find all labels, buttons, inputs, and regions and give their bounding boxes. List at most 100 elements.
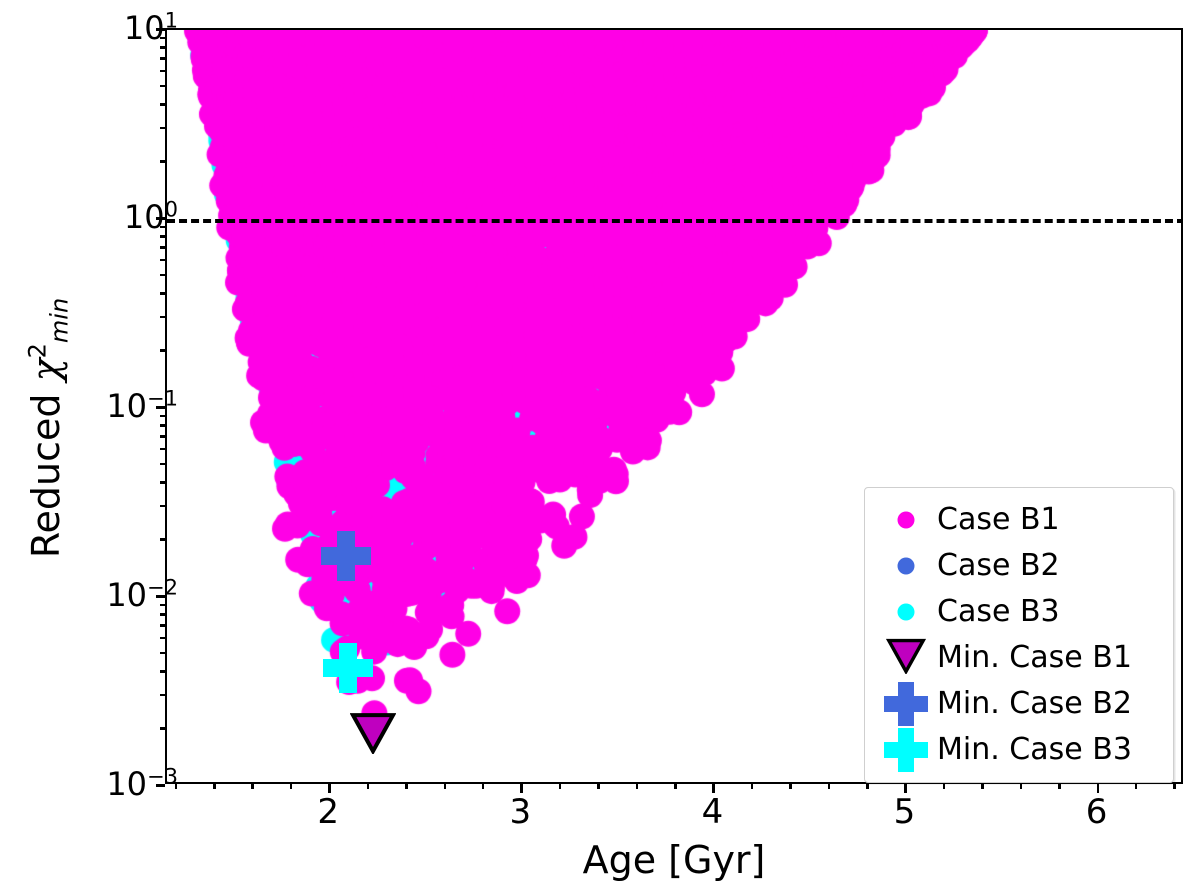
x-tick-3 bbox=[520, 784, 523, 793]
y-minor-tick bbox=[160, 103, 165, 106]
y-minor-tick bbox=[160, 160, 165, 163]
x-minor-tick bbox=[1173, 784, 1176, 789]
y-axis-label-prefix: Reduced bbox=[24, 381, 68, 559]
legend-label: Case B3 bbox=[937, 594, 1060, 629]
legend-item-case-b1[interactable]: Case B1 bbox=[875, 497, 1161, 543]
x-minor-tick bbox=[481, 784, 485, 789]
magenta-dot-icon bbox=[875, 497, 937, 543]
y-minor-tick bbox=[160, 603, 165, 607]
chi-symbol: χ bbox=[24, 358, 68, 382]
legend-label: Min. Case B1 bbox=[937, 640, 1132, 675]
x-axis-label: Age [Gyr] bbox=[582, 838, 766, 882]
legend-box[interactable]: Case B1 Case B2 Case B3 Min. Case B1 Min. Ca… bbox=[864, 487, 1174, 783]
legend-item-case-b3[interactable]: Case B3 bbox=[875, 589, 1161, 635]
legend-item-case-b2[interactable]: Case B2 bbox=[875, 543, 1161, 589]
y-tick-label-1e1: 101 bbox=[123, 8, 178, 47]
y-minor-tick bbox=[160, 624, 165, 627]
x-minor-tick bbox=[366, 784, 370, 789]
y-tick-label-1e-1: 10−1 bbox=[106, 386, 178, 425]
y-minor-tick bbox=[160, 126, 165, 130]
x-minor-tick bbox=[942, 784, 946, 789]
y-minor-tick bbox=[160, 414, 165, 418]
blue-dot-icon bbox=[875, 543, 937, 589]
y-minor-tick bbox=[160, 651, 165, 655]
y-tick-label-1e-2: 10−2 bbox=[106, 575, 178, 614]
y-tick-1e1 bbox=[156, 28, 165, 31]
y-minor-tick bbox=[160, 538, 165, 541]
x-minor-tick bbox=[1019, 784, 1023, 789]
x-tick-5 bbox=[904, 784, 907, 793]
legend-label: Min. Case B3 bbox=[937, 732, 1132, 767]
y-minor-tick bbox=[160, 727, 165, 730]
y-minor-tick bbox=[160, 46, 165, 49]
y-tick-1e-2 bbox=[156, 595, 165, 598]
x-minor-tick bbox=[635, 784, 639, 789]
minimum-marker-min-case-b3[interactable] bbox=[322, 643, 373, 694]
x-tick-label-3: 3 bbox=[509, 792, 532, 832]
y-minor-tick bbox=[160, 69, 165, 73]
cyan-plus-icon bbox=[875, 727, 937, 773]
y-minor-tick bbox=[160, 462, 165, 466]
y-minor-tick bbox=[160, 235, 165, 238]
cyan-dot-icon bbox=[875, 589, 937, 635]
x-minor-tick bbox=[597, 784, 600, 789]
x-tick-label-5: 5 bbox=[893, 792, 916, 832]
x-minor-tick bbox=[981, 784, 984, 789]
minimum-marker-min-case-b2[interactable] bbox=[320, 530, 371, 581]
minimum-marker-min-case-b1[interactable] bbox=[349, 712, 396, 755]
x-minor-tick bbox=[789, 784, 792, 789]
x-tick-label-6: 6 bbox=[1085, 792, 1108, 832]
y-minor-tick bbox=[160, 84, 165, 88]
legend-label: Min. Case B2 bbox=[937, 686, 1132, 721]
chi-subscript: min bbox=[45, 297, 74, 344]
y-minor-tick bbox=[160, 57, 165, 60]
x-minor-tick bbox=[558, 784, 562, 789]
x-minor-tick bbox=[827, 784, 831, 789]
y-minor-tick bbox=[160, 435, 165, 438]
y-tick-1e-1 bbox=[156, 406, 165, 409]
x-minor-tick bbox=[213, 784, 216, 789]
y-tick-label-1e-3: 10−3 bbox=[106, 764, 178, 803]
y-tick-1e-3 bbox=[156, 784, 165, 787]
chi2-equals-one-dashed-line bbox=[167, 219, 1181, 223]
y-minor-tick bbox=[160, 349, 165, 352]
x-minor-tick bbox=[174, 784, 178, 789]
y-minor-tick bbox=[160, 613, 165, 616]
y-minor-tick bbox=[160, 315, 165, 319]
y-axis-label: Reduced χ2min bbox=[23, 168, 73, 688]
y-minor-tick bbox=[160, 447, 165, 451]
y-minor-tick bbox=[160, 693, 165, 697]
x-minor-tick bbox=[750, 784, 754, 789]
y-minor-tick bbox=[160, 504, 165, 508]
x-tick-label-4: 4 bbox=[701, 792, 724, 832]
x-minor-tick bbox=[443, 784, 446, 789]
x-minor-tick bbox=[1134, 784, 1138, 789]
x-tick-6 bbox=[1096, 784, 1100, 793]
legend-item-min-case-b3[interactable]: Min. Case B3 bbox=[875, 727, 1161, 773]
y-tick-label-1e0: 100 bbox=[123, 197, 178, 236]
x-tick-4 bbox=[712, 784, 715, 793]
chi-superscript: 2 bbox=[23, 343, 52, 359]
x-tick-label-2: 2 bbox=[317, 792, 340, 832]
legend-label: Case B1 bbox=[937, 502, 1060, 537]
y-minor-tick bbox=[160, 636, 165, 640]
legend-item-min-case-b1[interactable]: Min. Case B1 bbox=[875, 635, 1161, 681]
plot-area bbox=[165, 28, 1183, 784]
x-tick-2 bbox=[328, 784, 331, 793]
y-minor-tick bbox=[160, 670, 165, 673]
y-minor-tick bbox=[160, 225, 165, 229]
y-minor-tick bbox=[160, 481, 165, 484]
x-minor-tick bbox=[866, 784, 869, 789]
y-minor-tick bbox=[160, 36, 165, 40]
legend-item-min-case-b2[interactable]: Min. Case B2 bbox=[875, 681, 1161, 727]
purple-triangle-down-icon bbox=[875, 635, 937, 681]
y-minor-tick bbox=[160, 273, 165, 277]
x-minor-tick bbox=[289, 784, 293, 789]
y-minor-tick bbox=[160, 246, 165, 249]
blue-plus-icon bbox=[875, 681, 937, 727]
x-minor-tick bbox=[1058, 784, 1061, 789]
y-minor-tick bbox=[160, 424, 165, 427]
y-minor-tick bbox=[160, 292, 165, 295]
x-minor-tick bbox=[405, 784, 408, 789]
